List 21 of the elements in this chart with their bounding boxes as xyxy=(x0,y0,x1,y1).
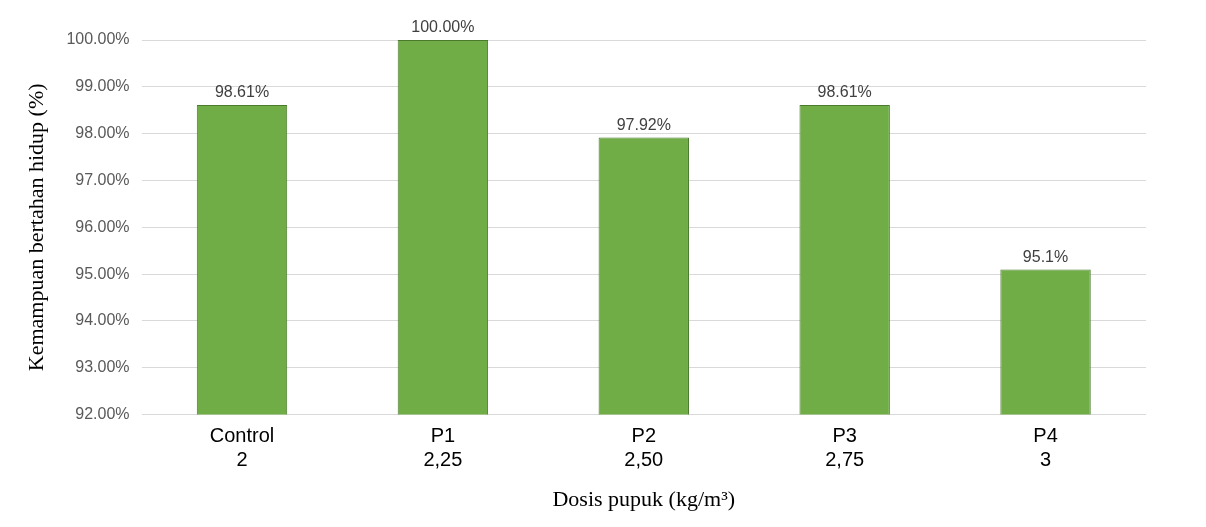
x-tick-label: P1 2,25 xyxy=(423,424,463,471)
y-tick-label: 92.00% xyxy=(75,405,130,423)
x-axis-title: Dosis pupuk (kg/m³) xyxy=(552,485,736,511)
y-tick-label: 99.00% xyxy=(75,77,130,95)
x-tick-label: P3 2,75 xyxy=(825,424,865,471)
x-tick-label: P4 3 xyxy=(1033,424,1058,471)
data-label: 100.00% xyxy=(411,18,475,36)
y-tick-label: 98.00% xyxy=(75,124,130,142)
y-tick-label: 100.00% xyxy=(66,30,130,48)
data-label: 98.61% xyxy=(214,83,270,101)
x-tick-label: P2 2,50 xyxy=(624,424,664,471)
data-label: 98.61% xyxy=(817,83,872,101)
data-label: 97.92% xyxy=(616,115,671,133)
y-tick-label: 94.00% xyxy=(75,311,130,329)
y-axis-title: Kemampuan bertahan hidup (%) xyxy=(22,83,48,372)
y-tick-label: 97.00% xyxy=(75,170,130,188)
y-tick-label: 96.00% xyxy=(75,217,130,235)
y-tick-label: 93.00% xyxy=(75,358,130,376)
data-label: 95.1% xyxy=(1022,247,1069,265)
y-tick-label: 95.00% xyxy=(75,264,130,282)
x-tick-label: Control 2 xyxy=(209,424,275,471)
